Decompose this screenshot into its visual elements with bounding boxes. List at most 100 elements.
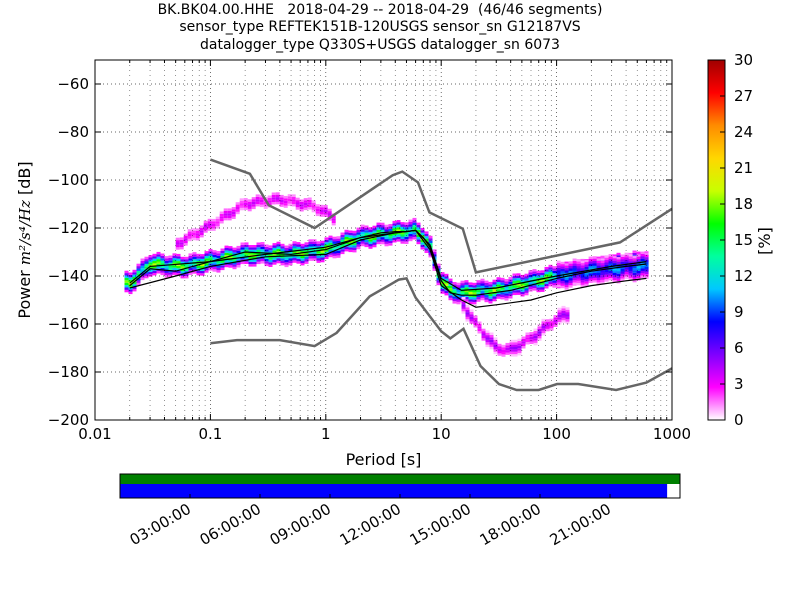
heatmap-cell (525, 342, 530, 345)
heatmap-cell (588, 280, 593, 283)
heatmap-cell (180, 266, 185, 269)
heatmap-cell (396, 234, 401, 237)
heatmap-cell (525, 337, 530, 340)
heatmap-cell (476, 292, 481, 295)
heatmap-cell (152, 270, 157, 273)
heatmap-cell (176, 256, 181, 259)
heatmap-cell (236, 250, 241, 254)
heatmap-cell (364, 230, 369, 233)
heatmap-cell (384, 239, 389, 242)
heatmap-cell (192, 266, 197, 269)
heatmap-cell (216, 251, 221, 254)
heatmap-cell (537, 331, 542, 334)
heatmap-cell (612, 272, 617, 276)
heatmap-cell (364, 227, 369, 231)
heatmap-cell (368, 227, 373, 230)
heatmap-cell (596, 282, 601, 285)
heatmap-cell (604, 257, 609, 261)
heatmap-cell (203, 225, 208, 228)
x-tick-label: 100 (542, 425, 571, 443)
heatmap-cell (203, 230, 208, 233)
axis-ticks: 0.01 0.1 1 10 100 1000 −60 −80 −100 −120 −140 −160 −… (48, 60, 691, 443)
colorbar-label: [%] (755, 227, 774, 255)
heatmap-cell (432, 266, 437, 269)
heatmap-cell (304, 251, 309, 255)
heatmap-cell (612, 263, 617, 266)
heatmap-cell (460, 283, 465, 286)
heatmap-cell (248, 245, 253, 248)
heatmap-cell (628, 252, 633, 256)
heatmap-cell (464, 292, 469, 295)
heatmap-cell (160, 263, 165, 266)
heatmap-cell (440, 286, 445, 289)
heatmap-cell (492, 294, 497, 297)
heatmap-cell (392, 223, 397, 226)
heatmap-cell (332, 253, 337, 256)
heatmap-cell (640, 273, 645, 276)
heatmap-cell (224, 252, 229, 256)
heatmap-cell (380, 239, 385, 242)
heatmap-cell (152, 253, 157, 257)
heatmap-cell (384, 236, 389, 240)
heatmap-cell (592, 275, 597, 278)
heatmap-cell (505, 345, 510, 348)
heatmap-cell (572, 275, 577, 278)
heatmap-cell (580, 265, 585, 269)
heatmap-cell (557, 310, 562, 313)
heatmap-cell (404, 241, 409, 244)
heatmap-cell (572, 263, 577, 266)
heatmap-cell (512, 278, 517, 281)
heatmap-cell (557, 322, 562, 325)
y-tick-label: −120 (48, 219, 89, 237)
heatmap-cell (243, 202, 248, 206)
heatmap-cell (424, 248, 429, 251)
heatmap-cell (560, 269, 565, 272)
heatmap-cell (195, 238, 200, 241)
heatmap-cell (316, 260, 321, 263)
heatmap-cell (228, 248, 233, 251)
heatmap-cell (152, 263, 157, 266)
heatmap-cell (516, 292, 521, 295)
heatmap-cell (275, 199, 280, 202)
heatmap-cell (331, 215, 336, 219)
heatmap-cell (243, 205, 248, 208)
heatmap-cell (328, 252, 333, 255)
heatmap-cell (191, 228, 196, 231)
heatmap-cell (600, 277, 605, 280)
heatmap-cell (396, 220, 401, 223)
heatmap-cell (396, 232, 401, 235)
heatmap-cell (452, 282, 457, 285)
heatmap-cell (344, 246, 349, 249)
heatmap-cell (497, 343, 502, 347)
heatmap-cell (204, 265, 209, 268)
heatmap-cell (368, 241, 373, 244)
heatmap-cell (260, 246, 265, 250)
heatmap-cell (164, 272, 169, 276)
heatmap-cell (492, 298, 497, 302)
heatmap-cell (216, 270, 221, 273)
heatmap-cell (636, 275, 641, 279)
heatmap-cell (276, 253, 281, 257)
heatmap-cell (291, 201, 296, 204)
heatmap-cell (481, 338, 486, 341)
heatmap-cell (508, 291, 513, 294)
heatmap-cell (584, 264, 589, 267)
heatmap-cell (584, 267, 589, 270)
heatmap-cell (308, 258, 313, 261)
heatmap-cell (236, 257, 241, 261)
heatmap-cell (328, 247, 333, 250)
heatmap-cell (524, 288, 529, 291)
heatmap-cell (584, 271, 589, 275)
heatmap-cell (444, 293, 449, 296)
heatmap-cell (564, 277, 569, 281)
heatmap-cell (476, 299, 481, 302)
heatmap-cell (376, 237, 381, 240)
heatmap-cell (236, 262, 241, 266)
heatmap-cell (308, 256, 313, 259)
heatmap-cell (588, 278, 593, 281)
heatmap-cell (572, 270, 577, 273)
heatmap-cell (628, 278, 633, 281)
heatmap-cell (124, 280, 129, 283)
heatmap-cell (352, 233, 357, 236)
heatmap-cell (199, 232, 204, 235)
